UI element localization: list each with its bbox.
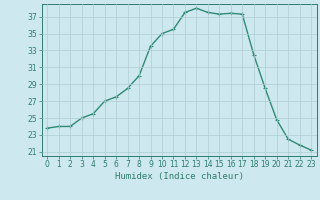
X-axis label: Humidex (Indice chaleur): Humidex (Indice chaleur) (115, 172, 244, 181)
